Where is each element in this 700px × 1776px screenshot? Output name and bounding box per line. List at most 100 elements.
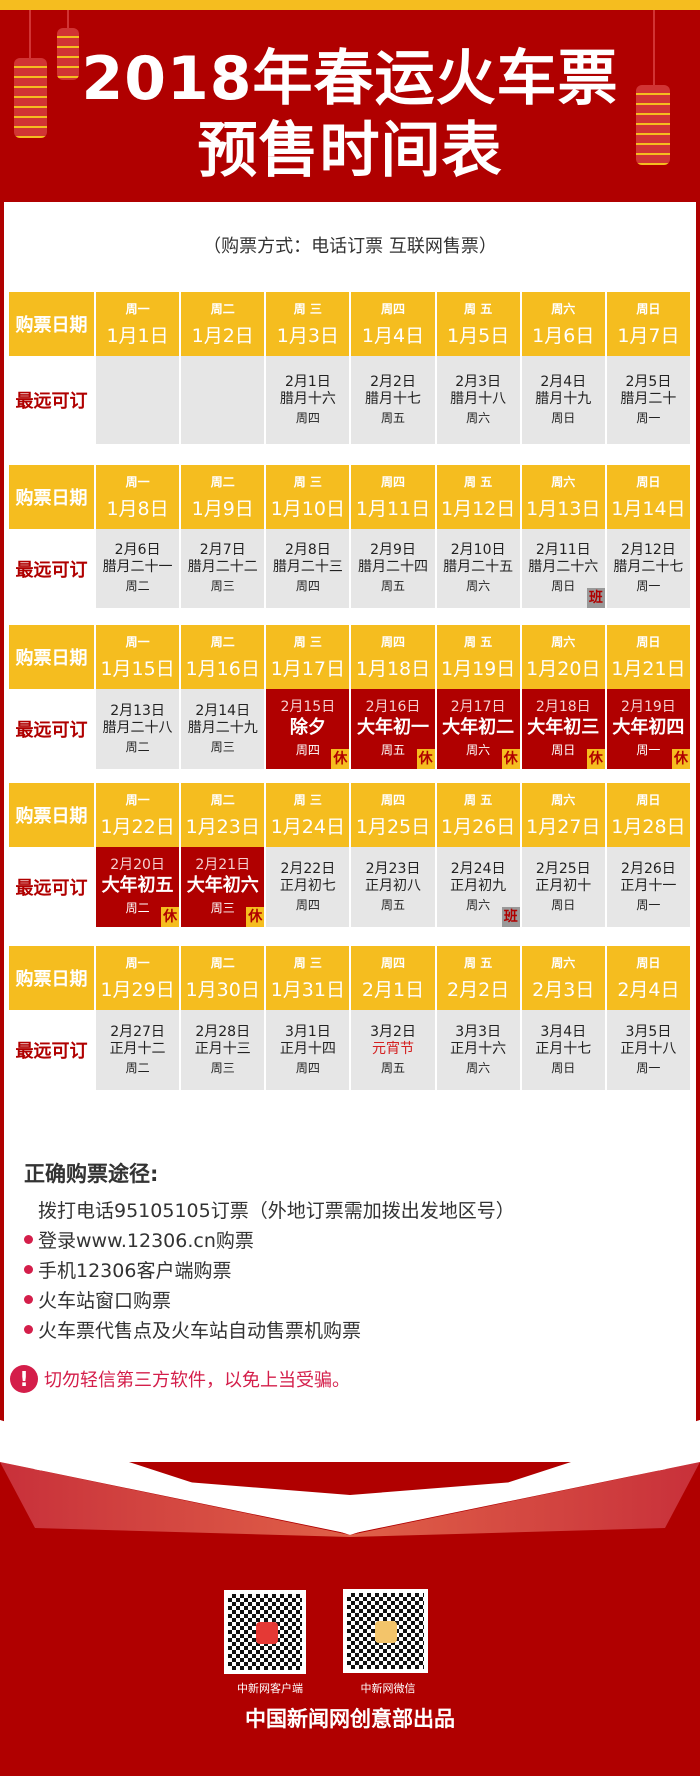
purchase-date-cell: 周二 1月16日 <box>179 625 264 689</box>
lunar-date: 大年初六 <box>186 875 259 896</box>
weekday: 周二 <box>210 635 235 649</box>
purchase-date-cell: 周四 2月1日 <box>349 946 434 1010</box>
travel-date: 2月12日 <box>621 542 676 558</box>
travel-weekday: 周一 <box>636 743 661 757</box>
lunar-date: 大年初二 <box>442 717 515 738</box>
purchase-channels: 正确购票途径: 拨打电话95105105订票（外地订票需加拨出发地区号） 登录w… <box>24 1158 515 1344</box>
lunar-date: 腊月二十五 <box>443 559 514 575</box>
bookable-date-cell: 2月23日 正月初八 周五 <box>349 847 435 927</box>
purchase-date-cell: 周四 1月25日 <box>349 783 434 847</box>
date: 1月22日 <box>100 816 175 838</box>
weekday: 周 三 <box>293 302 322 316</box>
weekday: 周 五 <box>464 302 493 316</box>
latest-bookable-row: 最远可订 2月13日 腊月二十八 周二 2月14日 腊月二十九 周三 2月15日 除夕 周四休 2月… <box>9 689 690 769</box>
channels-heading: 正确购票途径: <box>24 1162 159 1186</box>
travel-weekday: 周一 <box>636 897 661 912</box>
travel-date: 2月17日 <box>450 699 506 715</box>
travel-weekday: 周四 <box>295 410 320 425</box>
purchase-date-cell: 周日 2月4日 <box>604 946 690 1010</box>
week-table: 购票日期 周一 1月8日 周二 1月9日周 三 1月10日 周四 1月11日周 五 1月12日周… <box>9 465 690 608</box>
bookable-date-cell: 2月3日 腊月十八 周六 <box>434 356 520 444</box>
purchase-date-cell: 周日 1月7日 <box>604 292 690 356</box>
bookable-date-cell: 2月14日 腊月二十九 周三 <box>179 689 265 769</box>
bookable-date-cell: 2月22日 正月初七 周四 <box>264 847 350 927</box>
date: 1月19日 <box>441 658 516 680</box>
bookable-date-cell: 2月26日 正月十一周一 <box>604 847 690 927</box>
holiday-badge: 休 <box>501 749 520 769</box>
travel-date: 2月3日 <box>455 373 502 390</box>
bookable-date-cell: 2月16日 大年初一 周五休 <box>349 689 435 769</box>
date: 1月17日 <box>270 658 345 680</box>
latest-bookable-label: 最远可订 <box>9 1010 94 1090</box>
travel-weekday: 周三 <box>210 579 235 593</box>
travel-date: 2月14日 <box>195 702 251 719</box>
travel-date: 2月19日 <box>621 699 676 715</box>
channel-text: 手机12306客户端购票 <box>38 1259 232 1282</box>
workday-badge: 班 <box>586 588 605 608</box>
weekday: 周二 <box>210 956 235 970</box>
lantern-icon <box>14 58 47 138</box>
weekday: 周一 <box>125 302 150 316</box>
lunar-date: 腊月二十八 <box>102 719 173 736</box>
travel-date: 2月15日 <box>280 699 336 715</box>
lunar-date: 正月十一 <box>620 877 677 894</box>
bookable-date-cell: 2月4日 腊月十九 周日 <box>519 356 605 444</box>
weekday: 周日 <box>636 635 661 649</box>
holiday-badge: 休 <box>416 749 435 769</box>
purchase-date-label: 购票日期 <box>15 648 88 669</box>
purchase-date-cell: 周 三 1月3日 <box>264 292 349 356</box>
travel-date: 2月21日 <box>195 857 251 873</box>
bookable-date-cell: 2月19日 大年初四 周一休 <box>604 689 690 769</box>
holiday-badge: 休 <box>246 907 265 927</box>
bookable-date-cell: 3月2日 元宵节 周五 <box>349 1010 435 1090</box>
lunar-date: 腊月十九 <box>535 390 592 407</box>
exclamation-icon: ! <box>10 1365 38 1393</box>
bookable-date-cell: 2月6日 腊月二十一 周二 <box>94 529 180 608</box>
purchase-date-cell: 周六 1月13日 <box>519 465 605 529</box>
purchase-date-cell: 周一 1月29日 <box>94 946 179 1010</box>
bookable-date-cell: 2月17日大年初二周六休 <box>434 689 520 769</box>
date: 2月3日 <box>532 979 595 1001</box>
purchase-date-cell: 周六 1月6日 <box>519 292 605 356</box>
date: 1月5日 <box>447 325 510 347</box>
travel-weekday: 周六 <box>466 743 491 757</box>
travel-date: 2月26日 <box>621 860 676 877</box>
travel-date: 2月16日 <box>365 699 421 715</box>
purchase-date-cell: 周一 1月15日 <box>94 625 179 689</box>
qr-code-app[interactable] <box>224 1590 306 1674</box>
date: 1月29日 <box>100 979 175 1001</box>
credit: 中国新闻网创意部出品 <box>245 1707 455 1731</box>
date: 1月31日 <box>270 979 345 1001</box>
weekday: 周一 <box>125 956 150 970</box>
travel-weekday: 周五 <box>380 897 405 912</box>
lunar-date: 正月十三 <box>194 1040 251 1057</box>
bookable-date-cell: 2月10日 腊月二十五 周六 <box>434 529 520 608</box>
holiday-badge: 休 <box>331 749 350 769</box>
lunar-date: 大年初一 <box>356 717 429 738</box>
warning-text: 切勿轻信第三方软件，以免上当受骗。 <box>44 1370 350 1391</box>
qr-code-wechat[interactable] <box>343 1589 428 1673</box>
travel-weekday: 周一 <box>636 1060 661 1075</box>
holiday-badge: 休 <box>161 907 180 927</box>
date: 2月4日 <box>617 979 680 1001</box>
bookable-date-cell: 2月18日 大年初三 周日休 <box>519 689 605 769</box>
weekday: 周六 <box>551 956 576 970</box>
date: 1月15日 <box>100 658 175 680</box>
weekday: 周一 <box>125 635 150 649</box>
bookable-date-cell: 3月5日 正月十八 周一 <box>604 1010 690 1090</box>
lunar-date: 大年初五 <box>101 875 174 896</box>
channel-item: 登录www.12306.cn购票 <box>24 1224 515 1254</box>
bookable-date-cell: 2月24日 正月初九 周六班 <box>434 847 520 927</box>
warning: ! 切勿轻信第三方软件，以免上当受骗。 <box>10 1365 350 1393</box>
travel-weekday: 周二 <box>125 1060 150 1075</box>
date: 1月25日 <box>355 816 431 838</box>
bookable-date-cell: 2月11日 腊月二十六 周日班 <box>519 529 605 608</box>
lunar-date: 正月初八 <box>364 877 421 894</box>
date: 1月16日 <box>185 658 260 680</box>
travel-date: 2月8日 <box>284 542 331 558</box>
purchase-date-cell: 周二 1月9日 <box>179 465 264 529</box>
bookable-date-cell: 3月4日 正月十七 周日 <box>519 1010 605 1090</box>
travel-date: 2月20日 <box>110 857 165 873</box>
date: 1月28日 <box>611 816 686 838</box>
lunar-date: 腊月十七 <box>364 390 421 407</box>
